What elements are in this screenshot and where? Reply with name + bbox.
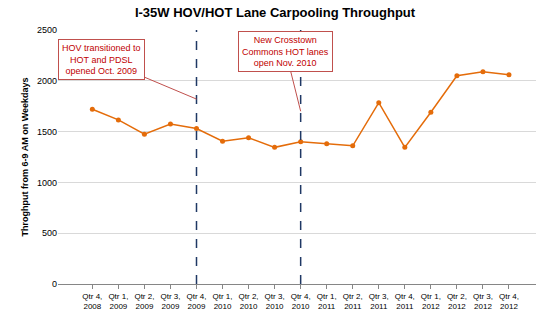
svg-text:Qtr 1,2010: Qtr 1,2010 [213,292,233,311]
svg-text:Qtr 2,2010: Qtr 2,2010 [239,292,259,311]
svg-text:1000: 1000 [37,178,57,188]
svg-text:Qtr 1,2012: Qtr 1,2012 [421,292,441,311]
svg-text:Qtr 4,2010: Qtr 4,2010 [291,292,311,311]
svg-text:Throghput from 6-9 AM on Weekd: Throghput from 6-9 AM on Weekdays [20,77,30,236]
svg-text:Qtr 3,2009: Qtr 3,2009 [160,292,180,311]
svg-text:Qtr 3,2010: Qtr 3,2010 [265,292,285,311]
svg-text:Qtr 4,2009: Qtr 4,2009 [186,292,206,311]
svg-text:Qtr 2,2012: Qtr 2,2012 [447,292,467,311]
svg-text:Qtr 3,2012: Qtr 3,2012 [473,292,493,311]
svg-text:500: 500 [42,228,57,238]
svg-text:Qtr 4,2012: Qtr 4,2012 [499,292,519,311]
svg-text:2500: 2500 [37,25,57,35]
svg-text:Qtr 4,2011: Qtr 4,2011 [395,292,415,311]
svg-text:New CrosstownCommons HOT lanes: New CrosstownCommons HOT lanesopen Nov. … [242,35,329,68]
svg-text:Qtr 2,2009: Qtr 2,2009 [134,292,154,311]
svg-text:Qtr 2,2011: Qtr 2,2011 [343,292,363,311]
svg-text:1500: 1500 [37,127,57,137]
svg-text:Qtr 1,2011: Qtr 1,2011 [317,292,337,311]
svg-text:Qtr 1,2009: Qtr 1,2009 [108,292,128,311]
svg-text:Qtr 4,2008: Qtr 4,2008 [82,292,102,311]
svg-text:2000: 2000 [37,76,57,86]
svg-text:Qtr 3,2011: Qtr 3,2011 [369,292,389,311]
svg-text:I-35W HOV/HOT Lane Carpooling: I-35W HOV/HOT Lane Carpooling Throughput [135,5,416,20]
svg-text:HOV transitioned toHOT and PDS: HOV transitioned toHOT and PDSLopened Oc… [62,43,141,76]
svg-text:0: 0 [52,279,57,289]
